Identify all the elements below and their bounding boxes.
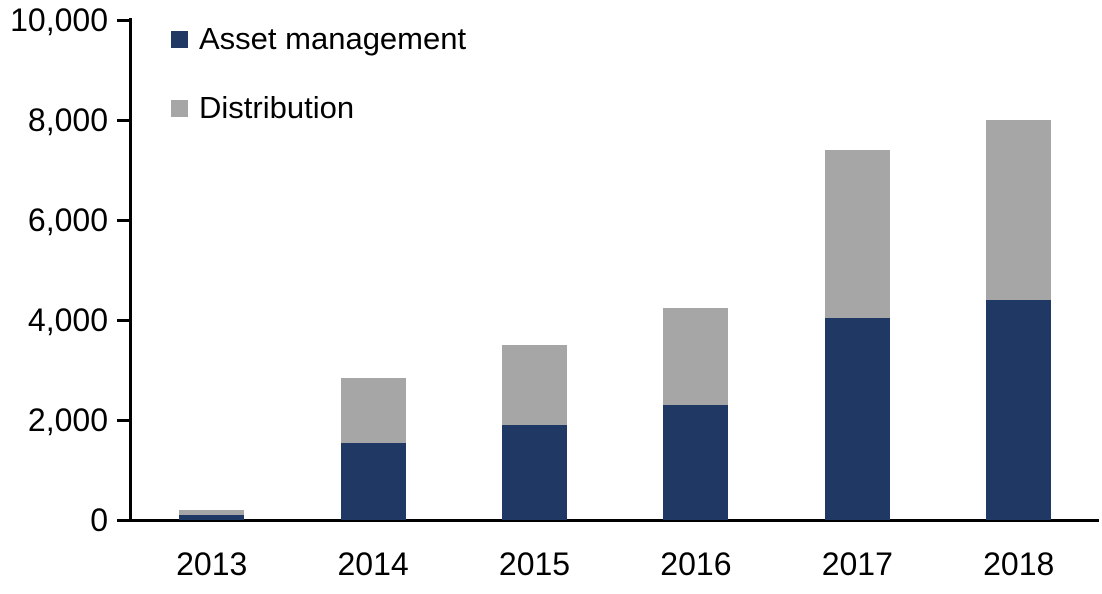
y-axis-label-2,000: 2,000: [27, 402, 108, 438]
legend-label-asset-management: Asset management: [199, 21, 467, 56]
y-axis-label-8,000: 8,000: [27, 102, 108, 138]
legend-item-asset-management: Asset management: [171, 22, 466, 56]
y-axis-tick-4,000: [117, 318, 130, 322]
x-axis-label-2016: 2016: [660, 546, 732, 582]
bar-segment-2018-distribution: [986, 120, 1052, 300]
legend-swatch-distribution-icon: [171, 99, 188, 117]
x-axis-line: [117, 519, 1099, 522]
bar-segment-2013-asset-management: [179, 515, 245, 520]
x-axis-label-2015: 2015: [498, 546, 571, 582]
y-axis-label-10,000: 10,000: [10, 2, 108, 38]
bar-segment-2017-asset-management: [824, 317, 890, 520]
y-axis-label-6,000: 6,000: [27, 202, 108, 238]
bar-segment-2014-asset-management: [340, 442, 406, 520]
y-axis-tick-0: [117, 518, 130, 522]
legend-item-distribution: Distribution: [171, 91, 466, 125]
bar-segment-2016-asset-management: [663, 405, 729, 520]
bar-segment-2015-asset-management: [502, 425, 567, 520]
bar-segment-2018-asset-management: [986, 300, 1052, 520]
bar-segment-2016-distribution: [663, 307, 729, 405]
y-axis-label-4,000: 4,000: [27, 302, 108, 338]
y-axis-tick-10,000: [117, 18, 130, 22]
bar-segment-2015-distribution: [502, 345, 567, 425]
x-axis-label-2013: 2013: [176, 546, 248, 582]
bar-segment-2014-distribution: [340, 377, 406, 443]
x-axis-label-2017: 2017: [821, 546, 893, 582]
y-axis-tick-6,000: [117, 218, 130, 222]
legend-label-distribution: Distribution: [199, 90, 355, 125]
bar-segment-2013-distribution: [179, 509, 245, 515]
y-axis-tick-8,000: [117, 118, 130, 122]
x-axis-label-2018: 2018: [983, 546, 1055, 582]
y-axis-label-0: 0: [90, 502, 108, 538]
y-axis-line: [129, 18, 132, 522]
legend: Asset management Distribution: [171, 22, 466, 160]
y-axis-tick-2,000: [117, 418, 130, 422]
bar-segment-2017-distribution: [824, 150, 890, 318]
legend-swatch-asset-management-icon: [171, 30, 188, 48]
x-axis-label-2014: 2014: [337, 546, 409, 582]
